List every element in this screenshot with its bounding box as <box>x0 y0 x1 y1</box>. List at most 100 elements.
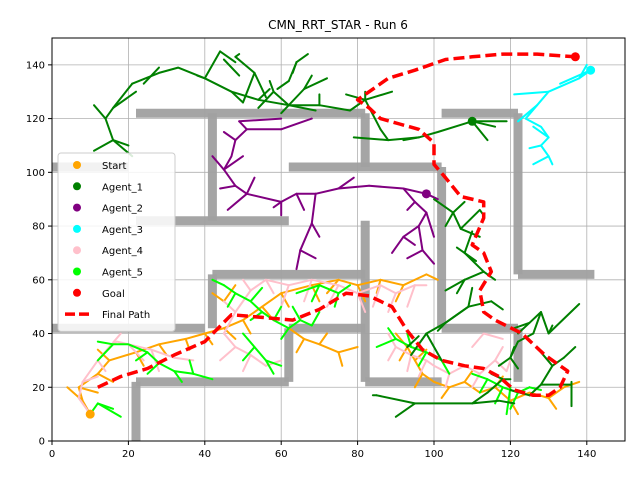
agent-1-tree-branch <box>93 139 115 152</box>
start-tree-branch <box>318 332 328 346</box>
agent-4-tree-branch <box>505 359 512 373</box>
agent-1-tree-branch <box>497 399 516 405</box>
agent-3-tree-branch <box>528 144 542 150</box>
agent-4-tree-branch <box>444 372 451 389</box>
agent-5-tree-branch <box>222 284 313 330</box>
agent-2-tree-branch <box>245 176 256 195</box>
agent-4-tree-branch <box>494 346 504 362</box>
legend-label: Agent_1 <box>102 182 143 193</box>
agent-5-tree-branch <box>146 362 160 375</box>
agent-1-tree-branch <box>234 53 241 58</box>
agent-5-tree-branch <box>188 359 195 375</box>
agent-1-tree-branch <box>425 332 443 362</box>
agent-5-tree-branch <box>310 311 321 327</box>
start-marker <box>85 409 95 419</box>
start-tree-branch <box>280 292 290 308</box>
agent-4-tree-branch <box>219 346 237 362</box>
agent-4-tree-branch <box>96 359 107 373</box>
y-tick-label: 140 <box>26 60 45 71</box>
agent-2-tree-branch <box>337 176 355 190</box>
agent-1-tree-branch <box>142 66 160 85</box>
agent-1-tree-branch <box>303 77 328 90</box>
agent-1-tree-branch <box>203 50 222 80</box>
agent-3-marker <box>586 65 596 75</box>
agent-1-tree-branch <box>452 200 466 214</box>
agent-2-tree-branch <box>299 249 317 260</box>
agent-1-tree-branch <box>345 93 367 101</box>
x-tick-label: 60 <box>275 449 288 460</box>
start-tree-branch <box>463 370 474 383</box>
start-tree-branch <box>547 397 558 410</box>
start-tree-branch <box>158 343 168 356</box>
x-tick-label: 140 <box>577 449 596 460</box>
agent-1-tree-branch <box>219 50 237 64</box>
agent-2-marker <box>421 189 431 199</box>
y-tick-label: 0 <box>39 437 45 448</box>
agent-5-tree-branch <box>211 278 225 287</box>
agent-1-tree-branch <box>303 74 313 90</box>
agent-3-tree-branch <box>517 104 539 123</box>
agent-5-tree-branch <box>96 402 122 418</box>
x-tick-label: 0 <box>49 449 55 460</box>
agent-1-tree-branch <box>375 391 489 405</box>
agent-1-tree-branch <box>93 104 107 120</box>
x-tick-label: 40 <box>198 449 211 460</box>
x-tick-label: 80 <box>351 449 364 460</box>
x-tick-label: 100 <box>424 449 443 460</box>
x-tick-label: 120 <box>501 449 520 460</box>
agent-1-tree-branch <box>406 335 420 348</box>
agent-5-tree-branch <box>387 327 397 340</box>
agent-5-tree-branch <box>96 343 214 381</box>
agent-2-tree-branch <box>421 249 435 265</box>
legend-marker <box>73 267 81 276</box>
agent-1-tree-branch <box>490 300 504 311</box>
y-tick-label: 20 <box>32 383 45 394</box>
y-tick-label: 100 <box>26 168 45 179</box>
start-tree-branch <box>413 372 424 389</box>
agent-2-tree-branch <box>310 222 321 238</box>
agent-1-tree-branch <box>112 90 137 109</box>
agent-4-tree-branch <box>417 359 428 378</box>
agent-4-tree-branch <box>242 354 252 373</box>
agent-5-tree-branch <box>291 305 302 322</box>
agent-4-tree-branch <box>406 284 416 308</box>
agent-1-tree-branch <box>425 321 447 335</box>
y-tick-label: 120 <box>26 114 45 125</box>
start-tree-branch <box>295 337 306 354</box>
agent-1-tree-branch <box>387 136 420 142</box>
agent-5-tree-branch <box>226 292 237 308</box>
agent-1-tree-branch <box>253 71 267 99</box>
agent-4-tree-branch <box>303 278 313 303</box>
agent-5-tree-branch <box>417 351 428 367</box>
goal-marker <box>570 52 580 62</box>
legend-label: Goal <box>102 289 125 300</box>
start-tree-branch <box>337 351 344 367</box>
agent-5-tree-branch <box>440 359 451 375</box>
agent-1-tree-branch <box>463 270 485 281</box>
legend-label: Agent_2 <box>102 204 143 215</box>
agent-5-tree-branch <box>509 391 519 410</box>
agent-4-tree-branch <box>406 354 413 373</box>
agent-2-tree-branch <box>310 192 317 225</box>
agent-2-tree-branch <box>425 211 435 238</box>
start-tree-branch <box>394 284 405 303</box>
agent-4-tree-branch <box>387 292 397 313</box>
agent-1-tree-branch <box>463 251 485 273</box>
legend-label: Final Path <box>102 310 150 321</box>
agent-2-tree-branch <box>299 222 313 252</box>
agent-1-tree-branch <box>497 356 512 367</box>
agent-4-tree-branch <box>222 300 237 313</box>
agent-4-tree-branch <box>242 278 252 292</box>
agent-2-tree-branch <box>222 120 317 203</box>
agent-2-tree-branch <box>295 249 302 271</box>
agent-5-tree-branch <box>310 284 321 303</box>
legend-box <box>57 152 176 332</box>
agent-1-tree-branch <box>444 278 466 292</box>
agent-2-tree-branch <box>211 155 225 171</box>
y-tick-label: 60 <box>32 275 45 286</box>
agent-1-tree-branch <box>509 356 519 370</box>
agent-5-tree-branch <box>135 351 149 362</box>
agent-1-tree-branch <box>379 128 390 142</box>
agent-1-marker <box>467 116 477 126</box>
